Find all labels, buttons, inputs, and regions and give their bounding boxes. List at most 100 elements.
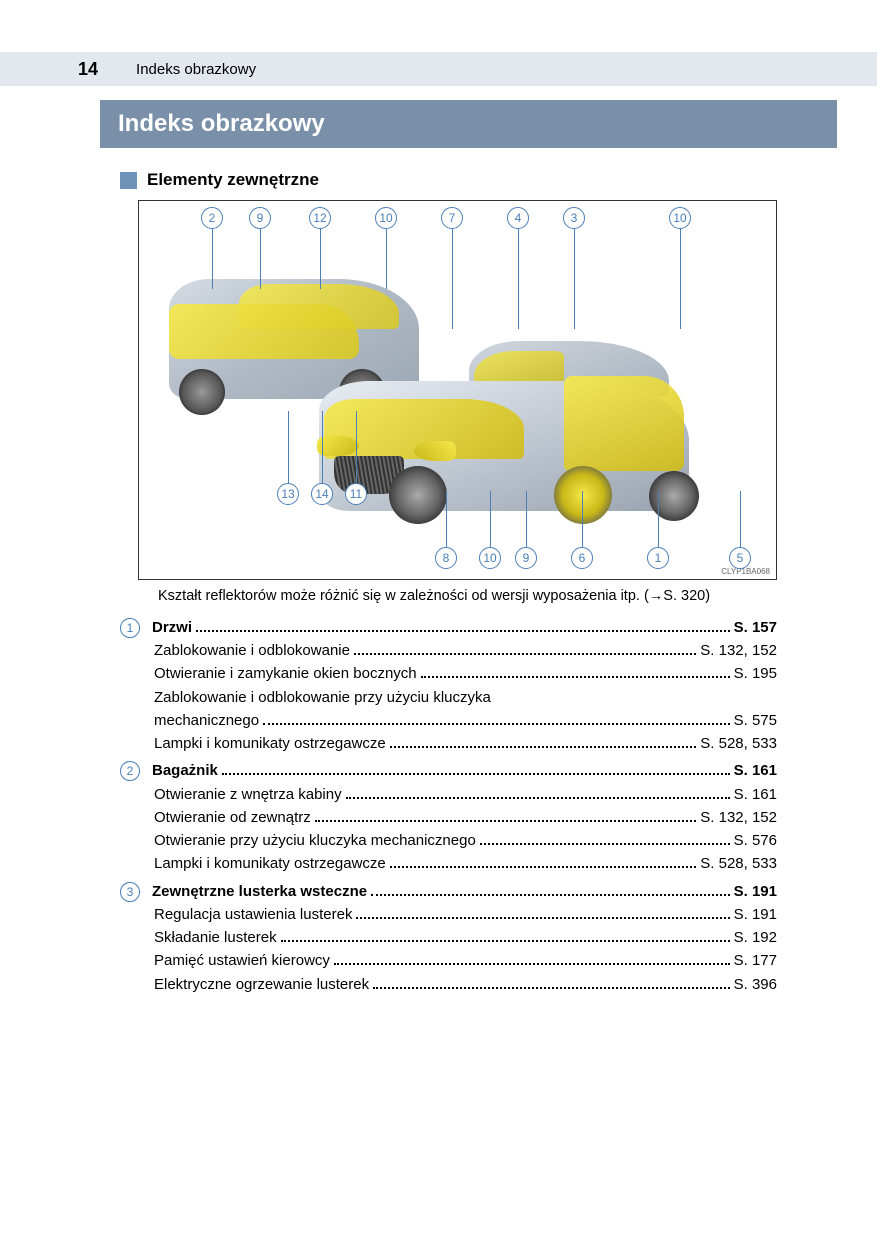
index-sub-label: Otwieranie z wnętrza kabiny: [154, 783, 342, 806]
index-sub-label: Pamięć ustawień kierowcy: [154, 949, 330, 972]
callout-circle: 1: [647, 547, 669, 569]
callout-circle: 6: [571, 547, 593, 569]
callout-circle: 3: [563, 207, 585, 229]
section-marker-icon: [120, 172, 137, 189]
callout-leader: [288, 411, 289, 483]
section-label: Elementy zewnętrzne: [147, 170, 319, 190]
index-sub-label: Lampki i komunikaty ostrzegawcze: [154, 732, 386, 755]
index-dots: [263, 723, 730, 725]
callout-circle: 12: [309, 207, 331, 229]
callout-leader: [260, 229, 261, 289]
index-dots: [421, 676, 730, 678]
diagram-code: CLYP1BA068: [721, 567, 770, 576]
callout-circle: 9: [249, 207, 271, 229]
index-sub-row: mechanicznego S. 575: [120, 709, 777, 732]
index-sub-page: S. 528, 533: [700, 852, 777, 875]
index-sub-label: Otwieranie od zewnątrz: [154, 806, 311, 829]
callout-leader: [526, 491, 527, 547]
callout-leader: [518, 229, 519, 329]
car-diagram: 29121074310 1314118109615 CLYP1BA068: [138, 200, 777, 580]
index-sub-label: Lampki i komunikaty ostrzegawcze: [154, 852, 386, 875]
index-head-page: S. 157: [734, 616, 777, 639]
index-sub-label: Zablokowanie i odblokowanie: [154, 639, 350, 662]
index-group: 1DrzwiS. 157Zablokowanie i odblokowanieS…: [120, 616, 777, 756]
car-front-illustration: [299, 321, 719, 541]
callout-leader: [582, 491, 583, 547]
index-dots: [334, 963, 730, 965]
callout-circle: 13: [277, 483, 299, 505]
index-sub-page: S. 192: [734, 926, 777, 949]
index-sub-row: Pamięć ustawień kierowcy S. 177: [120, 949, 777, 972]
callout-circle: 5: [729, 547, 751, 569]
index-sub-label: Regulacja ustawienia lusterek: [154, 903, 352, 926]
index-dots: [315, 820, 697, 822]
index-dots: [480, 843, 730, 845]
index-group: 3Zewnętrzne lusterka wsteczneS. 191Regul…: [120, 880, 777, 996]
index-sub-label: Elektryczne ogrzewanie lusterek: [154, 973, 369, 996]
index-sub-row: Lampki i komunikaty ostrzegawcze S. 528, …: [120, 852, 777, 875]
callout-circle: 4: [507, 207, 529, 229]
callout-leader: [658, 491, 659, 547]
callout-circle: 10: [375, 207, 397, 229]
index-dots: [196, 630, 730, 632]
callout-leader: [386, 229, 387, 289]
index-sub-page: S. 191: [734, 903, 777, 926]
index-sub-row: Otwieranie przy użyciu kluczyka mechanic…: [120, 829, 777, 852]
callout-leader: [452, 229, 453, 329]
index-sub-page: S. 576: [734, 829, 777, 852]
index-head-label: Bagażnik: [152, 759, 218, 782]
index-sub-row: Zablokowanie i odblokowanieS. 132, 152: [120, 639, 777, 662]
index-dots: [356, 917, 729, 919]
index-sub-label: mechanicznego: [154, 709, 259, 732]
index-marker: 3: [120, 882, 140, 902]
index-head-page: S. 161: [734, 759, 777, 782]
page-header: 14 Indeks obrazkowy: [0, 52, 877, 86]
callout-circle: 8: [435, 547, 457, 569]
callout-leader: [320, 229, 321, 289]
index-head-label: Zewnętrzne lusterka wsteczne: [152, 880, 367, 903]
callout-leader: [740, 491, 741, 547]
index-sub-row: Otwieranie i zamykanie okien bocznych S. …: [120, 662, 777, 685]
index-dots: [373, 987, 730, 989]
index-sub-label: Zablokowanie i odblokowanie przy użyciu …: [154, 686, 491, 709]
index-head-row: 2 Bagażnik S. 161: [120, 759, 777, 782]
callout-circle: 7: [441, 207, 463, 229]
callout-leader: [356, 411, 357, 483]
index-sub-page: S. 575: [734, 709, 777, 732]
callout-leader: [574, 229, 575, 329]
index-sub-label: Składanie lusterek: [154, 926, 277, 949]
pictorial-index-list: 1DrzwiS. 157Zablokowanie i odblokowanieS…: [120, 616, 777, 996]
index-marker: 2: [120, 761, 140, 781]
callout-leader: [212, 229, 213, 289]
callout-leader: [680, 229, 681, 329]
index-sub-page: S. 177: [734, 949, 777, 972]
index-sub-row: Elektryczne ogrzewanie lusterekS. 396: [120, 973, 777, 996]
section-heading: Elementy zewnętrzne: [120, 170, 877, 190]
index-dots: [346, 797, 730, 799]
index-head-row: 3 Zewnętrzne lusterka wsteczne S. 191: [120, 880, 777, 903]
breadcrumb: Indeks obrazkowy: [136, 61, 256, 78]
index-sub-page: S. 528, 533: [700, 732, 777, 755]
index-head-label: Drzwi: [152, 616, 192, 639]
callout-leader: [322, 411, 323, 483]
index-sub-row: Regulacja ustawienia lusterek S. 191: [120, 903, 777, 926]
callout-leader: [490, 491, 491, 547]
index-sub-row: Składanie lusterek S. 192: [120, 926, 777, 949]
index-sub-label: Otwieranie i zamykanie okien bocznych: [154, 662, 417, 685]
index-sub-row: Lampki i komunikaty ostrzegawcze S. 528, …: [120, 732, 777, 755]
index-sub-page: S. 195: [734, 662, 777, 685]
index-dots: [222, 773, 730, 775]
diagram-caption: Kształt reflektorów może różnić się w za…: [158, 586, 777, 608]
index-sub-row: Otwieranie od zewnątrz S. 132, 152: [120, 806, 777, 829]
page-title: Indeks obrazkowy: [100, 100, 837, 148]
callout-circle: 9: [515, 547, 537, 569]
callout-circle: 10: [479, 547, 501, 569]
callout-circle: 10: [669, 207, 691, 229]
callout-circle: 2: [201, 207, 223, 229]
index-sub-page: S. 132, 152: [700, 806, 777, 829]
page-number: 14: [78, 59, 98, 80]
callout-leader: [446, 491, 447, 547]
index-head-page: S. 191: [734, 880, 777, 903]
index-marker: 1: [120, 618, 140, 638]
index-sub-label: Otwieranie przy użyciu kluczyka mechanic…: [154, 829, 476, 852]
